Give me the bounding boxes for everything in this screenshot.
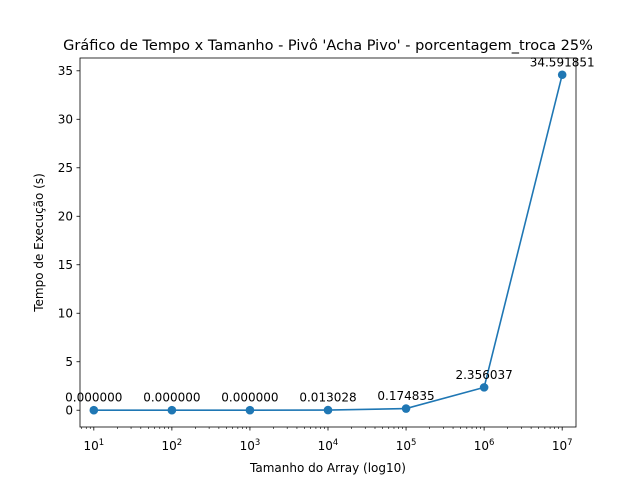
data-label: 0.000000 [221, 391, 278, 405]
data-label: 0.013028 [299, 391, 356, 405]
data-point [557, 70, 567, 80]
x-tick-label: 105 [396, 438, 417, 453]
x-tick-label: 101 [83, 438, 104, 453]
data-label: 0.174835 [377, 389, 434, 403]
plot-area-frame [79, 57, 577, 428]
data-markers [89, 70, 567, 415]
y-tick-label: 25 [58, 161, 73, 175]
y-tick-label: 10 [58, 307, 73, 321]
x-tick-label: 103 [240, 438, 261, 453]
data-point [323, 405, 333, 415]
y-tick-label: 0 [65, 404, 73, 418]
chart-title: Gráfico de Tempo x Tamanho - Pivô 'Acha … [63, 38, 593, 54]
x-axis-ticks: 101 102 103 104 105 106 107 [83, 427, 573, 453]
data-point [479, 383, 489, 392]
x-tick-label: 106 [474, 438, 495, 453]
data-point [245, 405, 255, 415]
data-label: 2.356037 [455, 368, 512, 382]
x-tick-label: 107 [552, 438, 573, 453]
y-tick-label: 30 [58, 113, 73, 127]
data-label: 34.591851 [530, 55, 595, 69]
y-tick-label: 35 [58, 64, 73, 78]
data-labels: 0.000000 0.000000 0.000000 0.013028 0.174835… [65, 55, 594, 404]
y-tick-label: 20 [58, 210, 73, 224]
data-point [89, 405, 99, 415]
y-axis-label: Tempo de Execução (s) [32, 173, 46, 313]
y-axis-ticks: 0 5 10 15 20 25 30 35 [58, 64, 80, 418]
x-tick-label: 104 [318, 438, 339, 453]
data-label: 0.000000 [65, 391, 122, 405]
data-point [167, 405, 177, 415]
x-axis-label: Tamanho do Array (log10) [249, 461, 406, 475]
y-tick-label: 5 [65, 355, 73, 369]
data-point [401, 404, 411, 413]
data-label: 0.000000 [143, 391, 200, 405]
y-tick-label: 15 [58, 258, 73, 272]
x-tick-label: 102 [162, 438, 183, 453]
